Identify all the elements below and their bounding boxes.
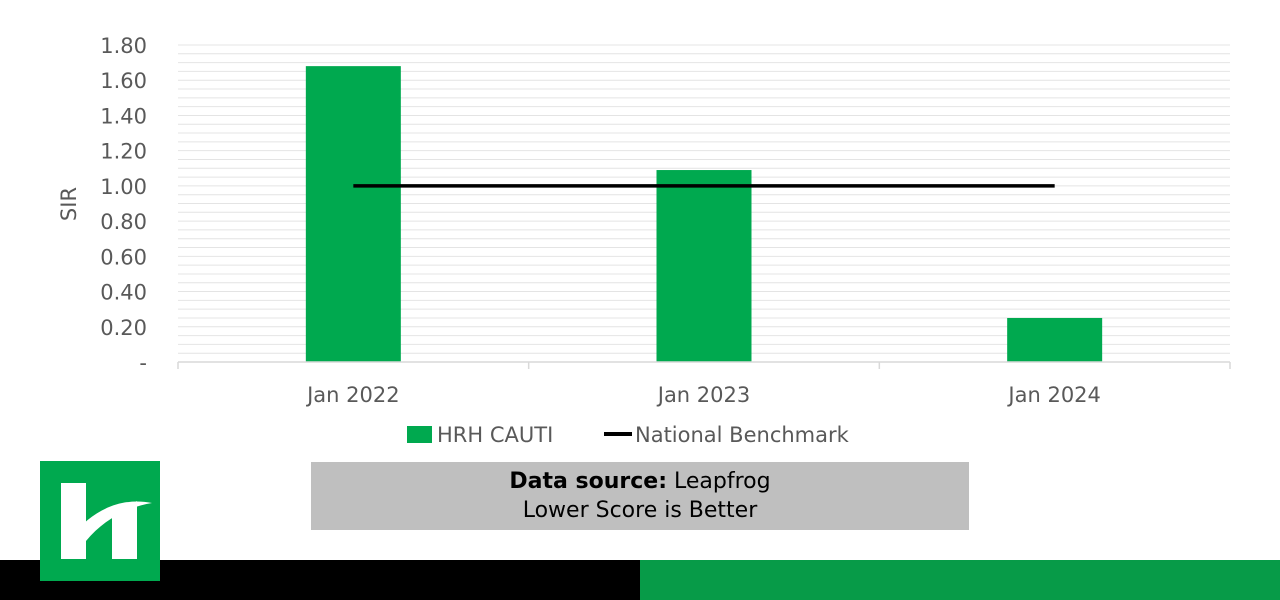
data-source-note: Lower Score is Better: [522, 498, 758, 523]
y-tick-label: -: [139, 351, 147, 375]
x-tick-label: Jan 2022: [305, 383, 400, 407]
y-tick-label: 1.40: [100, 104, 147, 128]
footer-bar-right: [640, 560, 1280, 600]
y-tick-label: 0.80: [100, 210, 147, 234]
data-source-box: Data source: Leapfrog Lower Score is Bet…: [311, 462, 969, 530]
y-tick-label: 1.20: [100, 140, 147, 164]
x-tick-label: Jan 2023: [656, 383, 751, 407]
legend: HRH CAUTI National Benchmark: [407, 423, 850, 447]
x-axis: Jan 2022 Jan 2023 Jan 2024: [177, 361, 1231, 407]
bars: [305, 66, 1103, 362]
y-tick-label: 1.00: [100, 175, 147, 199]
bar-hrh-cauti: [305, 66, 401, 362]
y-tick-label: 0.20: [100, 316, 147, 340]
bar-hrh-cauti: [1007, 317, 1103, 362]
legend-swatch-hrh-cauti: [407, 426, 432, 443]
x-tick-label: Jan 2024: [1006, 383, 1101, 407]
legend-label-national-benchmark: National Benchmark: [635, 423, 850, 447]
chart: - 0.20 0.40 0.60 0.80 1.00 1.20 1.40 1.60 1.80 Ja…: [57, 34, 1231, 447]
y-tick-label: 0.40: [100, 281, 147, 305]
y-axis-title: SIR: [57, 187, 81, 221]
y-axis-ticks: - 0.20 0.40 0.60 0.80 1.00 1.20 1.40 1.60 1.80: [100, 34, 147, 375]
legend-label-hrh-cauti: HRH CAUTI: [437, 423, 553, 447]
y-tick-label: 0.60: [100, 245, 147, 269]
bar-hrh-cauti: [656, 170, 752, 362]
y-tick-label: 1.80: [100, 34, 147, 58]
data-source-line: Data source: Leapfrog: [311, 467, 969, 496]
hospital-h-logo-icon: [40, 461, 160, 581]
data-source-value: Leapfrog: [674, 469, 771, 494]
y-tick-label: 1.60: [100, 69, 147, 93]
data-source-label: Data source:: [509, 469, 667, 494]
